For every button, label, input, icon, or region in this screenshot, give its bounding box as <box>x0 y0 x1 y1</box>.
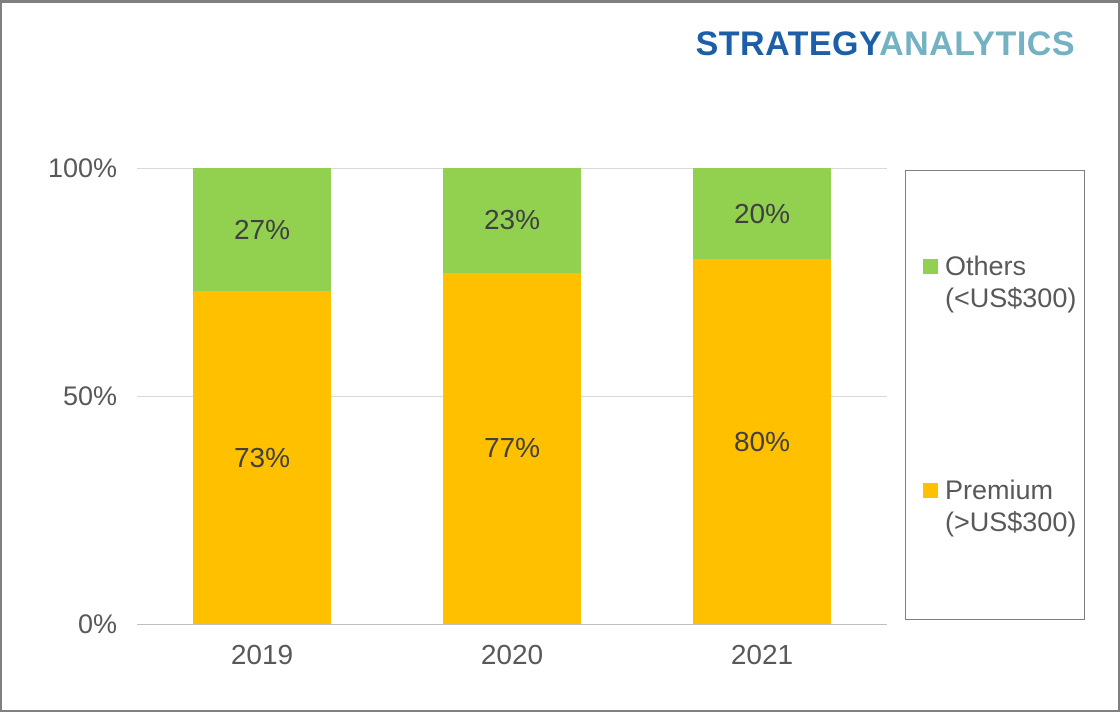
legend-label-premium: Premium (>US$300) <box>945 475 1076 538</box>
legend-swatch-premium <box>923 483 938 499</box>
plot-area: 27% 73% 23% 77% 20% 80% <box>137 168 887 625</box>
legend-entry-others: Others (<US$300) <box>923 251 1076 314</box>
y-tick-label-0: 0% <box>77 609 117 639</box>
legend-item-others: Others (<US$300) <box>906 171 1084 395</box>
data-label-others-us-300-2021: 20% <box>733 197 791 229</box>
y-axis: 100% 50% 0% <box>2 155 120 638</box>
data-label-others-us-300-2020: 23% <box>483 204 541 236</box>
brand-logo-analytics: ANALYTICS <box>879 25 1075 63</box>
legend-label-line1: Others <box>945 251 1027 282</box>
bar-2020: 23% 77% <box>443 168 581 624</box>
legend-label-line1: Premium <box>945 475 1054 506</box>
x-axis-line <box>137 624 887 625</box>
bar-segment-others-us-300-2021: 20% <box>693 168 831 260</box>
x-category-label-2020: 2020 <box>480 639 544 670</box>
x-axis: 2019 2020 2021 <box>137 641 887 677</box>
legend: Others (<US$300) Premium (>US$300) <box>905 170 1085 620</box>
legend-swatch-others <box>923 259 938 275</box>
brand-logo-strategy: STRATEGY <box>695 25 880 63</box>
bar-segment-others-us-300-2020: 23% <box>443 168 581 273</box>
y-tick-label-50: 50% <box>62 381 117 411</box>
brand-logo: STRATEGYANALYTICS <box>696 27 1075 61</box>
data-label-premium-us-300-2020: 77% <box>483 432 541 464</box>
bar-2021: 20% 80% <box>693 168 831 624</box>
data-label-others-us-300-2019: 27% <box>233 213 291 245</box>
legend-label-others: Others (<US$300) <box>945 251 1076 314</box>
y-tick-label-100: 100% <box>47 153 117 183</box>
data-label-premium-us-300-2021: 80% <box>733 425 791 457</box>
legend-label-line2: (<US$300) <box>945 283 1077 313</box>
bar-segment-premium-us-300-2021: 80% <box>693 259 831 624</box>
x-category-label-2019: 2019 <box>230 639 294 670</box>
bar-segment-premium-us-300-2020: 77% <box>443 272 581 624</box>
x-category-label-2021: 2021 <box>730 639 794 670</box>
bar-2019: 27% 73% <box>193 168 331 624</box>
legend-entry-premium: Premium (>US$300) <box>923 475 1076 538</box>
legend-label-line2: (>US$300) <box>945 507 1077 537</box>
data-label-premium-us-300-2019: 73% <box>233 441 291 473</box>
bar-segment-premium-us-300-2019: 73% <box>193 291 331 624</box>
legend-item-premium: Premium (>US$300) <box>906 395 1084 619</box>
bar-segment-others-us-300-2019: 27% <box>193 168 331 292</box>
